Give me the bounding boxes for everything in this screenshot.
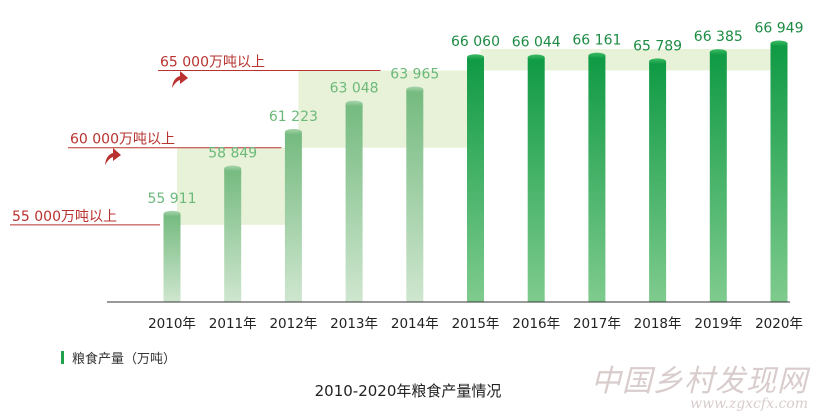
threshold-label: 60 000万吨以上: [70, 132, 175, 148]
bar: [527, 57, 545, 303]
x-tick-label: 2018年: [634, 316, 682, 332]
threshold-lines: 55 000万吨以上 60 000万吨以上 65 000万吨以上: [10, 55, 381, 226]
bar: [467, 57, 484, 302]
value-label: 66 044: [512, 34, 561, 50]
threshold-label: 55 000万吨以上: [12, 209, 117, 225]
bar: [224, 168, 242, 302]
x-tick-label: 2011年: [209, 316, 257, 332]
value-label: 65 789: [633, 38, 682, 54]
value-label: 66 385: [694, 29, 743, 45]
bar: [588, 55, 606, 302]
value-label: 61 223: [269, 109, 318, 125]
bar-cap: [406, 86, 424, 93]
x-tick-label: 2015年: [452, 316, 500, 332]
bar-cap: [163, 210, 181, 217]
legend-marker: [61, 351, 64, 364]
watermark-text: 中国乡村发现网: [591, 364, 808, 399]
x-tick-label: 2012年: [269, 316, 317, 332]
value-label: 66 060: [451, 34, 500, 50]
value-label: 66 949: [755, 20, 804, 36]
x-tick-label: 2020年: [755, 316, 803, 332]
x-tick-label: 2010年: [148, 316, 196, 332]
chart-title: 2010-2020年粮食产量情况: [314, 382, 502, 400]
up-arrow-shape: [172, 71, 188, 88]
value-label: 63 965: [390, 67, 439, 83]
bar-cap: [770, 40, 788, 47]
bar-cap: [284, 128, 302, 135]
threshold-bands: [177, 48, 774, 225]
bar-cap: [527, 54, 545, 61]
x-tick-label: 2019年: [694, 316, 742, 332]
up-arrow-icon: [172, 71, 188, 88]
watermark-url: www.zgxcfx.com: [690, 396, 808, 412]
bar-cap: [649, 58, 667, 65]
value-label: 55 911: [148, 191, 197, 207]
bar: [163, 213, 181, 302]
bar-series: [163, 40, 788, 303]
value-label: 66 161: [572, 33, 621, 49]
bar: [709, 52, 727, 303]
bar: [649, 61, 667, 302]
x-tick-label: 2017年: [573, 316, 621, 332]
watermark: 中国乡村发现网 www.zgxcfx.com: [591, 356, 808, 412]
x-tick-label: 2014年: [391, 316, 439, 332]
value-label: 63 048: [330, 81, 379, 97]
value-label: 58 849: [208, 145, 257, 161]
up-arrow-icon: [105, 148, 121, 165]
x-tick-labels: 2010年 2011年 2012年 2013年 2014年 2015年 2016年 2017年…: [148, 316, 803, 332]
legend: 粮食产量（万吨）: [61, 348, 176, 367]
bar-cap: [467, 54, 484, 61]
x-tick-label: 2016年: [512, 316, 560, 332]
threshold-band: [298, 70, 471, 148]
bar-cap: [588, 52, 606, 59]
bar: [406, 89, 424, 302]
bar: [770, 43, 788, 302]
value-labels: 55 911 58 849 61 223 63 048 63 965 66 060 66 0…: [148, 20, 804, 206]
bar: [284, 131, 302, 302]
bar: [345, 103, 363, 302]
bar-cap: [224, 165, 242, 172]
legend-label: 粮食产量（万吨）: [72, 352, 177, 367]
x-tick-label: 2013年: [330, 316, 378, 332]
threshold-label: 65 000万吨以上: [160, 55, 265, 71]
bar-cap: [709, 49, 727, 56]
threshold-band: [480, 48, 774, 71]
up-arrow-shape: [105, 148, 121, 165]
bar-cap: [345, 100, 363, 107]
